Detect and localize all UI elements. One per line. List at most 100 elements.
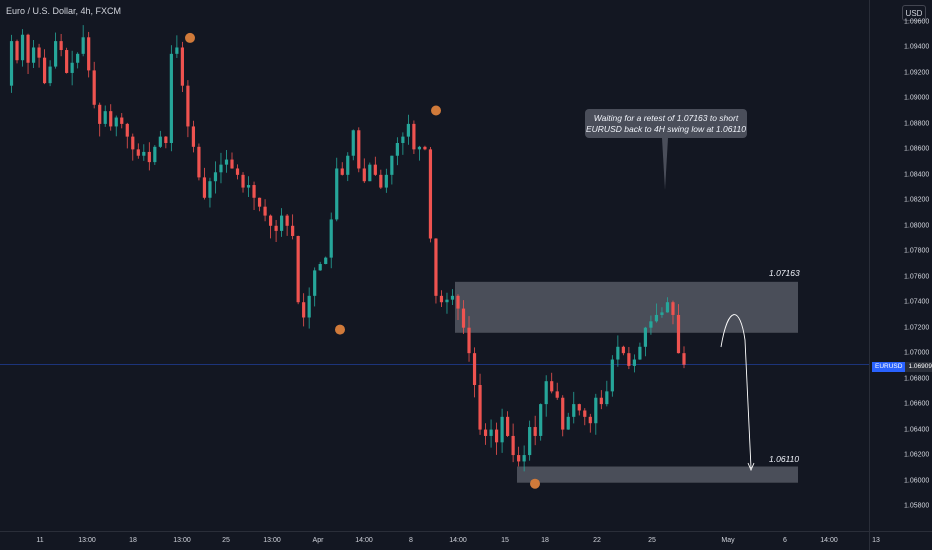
x-tick-label: 8	[409, 537, 413, 544]
x-tick-label: 22	[593, 537, 601, 544]
candle-body	[285, 215, 289, 226]
y-tick-label: 1.08400	[904, 171, 930, 179]
candle-body	[147, 151, 151, 163]
upper-zone-label: 1.07163	[769, 268, 800, 278]
y-tick-label: 1.07600	[904, 273, 930, 281]
price-badge-symbol: EURUSD	[872, 362, 906, 372]
x-tick-label: 14:00	[820, 537, 838, 544]
support-zone	[517, 466, 798, 483]
y-tick-label: 1.08000	[904, 222, 930, 230]
candle-body	[76, 53, 80, 63]
candle-body	[517, 455, 521, 462]
candle-body	[153, 146, 157, 163]
candle-body	[307, 295, 311, 318]
x-tick-label: 14:00	[355, 537, 373, 544]
y-tick-label: 1.08800	[904, 120, 930, 128]
y-tick-label: 1.08200	[904, 196, 930, 204]
candle-body	[120, 117, 124, 124]
candle-body	[48, 66, 52, 84]
x-tick-label: 11	[36, 537, 44, 544]
candle-body	[158, 136, 162, 147]
candle-body	[417, 146, 422, 150]
candle-body	[109, 111, 113, 127]
y-tick-label: 1.09200	[904, 69, 930, 77]
candle-body	[42, 57, 47, 84]
candle-body	[208, 181, 212, 198]
candle-body	[439, 295, 444, 303]
callout-pointer	[662, 138, 668, 190]
y-tick-label: 1.06800	[904, 375, 930, 383]
y-tick-label: 1.06400	[904, 426, 930, 434]
candle-body	[384, 174, 388, 188]
x-tick-label: 18	[541, 537, 549, 544]
x-tick-label: 15	[501, 537, 509, 544]
callout-note[interactable]: Waiting for a retest of 1.07163 to short…	[585, 109, 747, 138]
y-tick-label: 1.07000	[904, 349, 930, 357]
candle-body	[406, 123, 410, 137]
candle-body	[665, 302, 670, 313]
candle-body	[395, 143, 399, 156]
candle-body	[500, 416, 504, 443]
candle-body	[230, 159, 234, 169]
candle-body	[357, 130, 361, 169]
candle-body	[31, 47, 36, 63]
swing-point-marker	[431, 105, 441, 116]
x-tick-label: 25	[648, 537, 656, 544]
candle-body	[103, 111, 107, 124]
candle-body	[599, 397, 603, 405]
candle-body	[65, 50, 69, 73]
candle-body	[467, 327, 471, 354]
x-tick-label: 13:00	[173, 537, 191, 544]
candle-body	[274, 225, 278, 231]
candle-body	[483, 429, 488, 436]
candle-body	[186, 85, 190, 127]
x-tick-label: May	[721, 537, 735, 544]
candle-body	[522, 455, 526, 462]
candle-body	[676, 314, 681, 354]
chart-title: Euro / U.S. Dollar, 4h, FXCM	[6, 6, 122, 16]
candle-body	[224, 159, 229, 165]
candle-body	[450, 295, 455, 300]
currency-button[interactable]: USD	[902, 5, 926, 21]
candle-body	[627, 353, 631, 366]
candle-body	[257, 197, 262, 207]
resistance-zone	[455, 281, 798, 333]
candle-body	[533, 427, 537, 436]
candle-body	[291, 225, 295, 236]
candle-body	[390, 155, 394, 175]
candle-body	[59, 41, 63, 51]
candle-body	[191, 126, 196, 147]
candle-body	[302, 302, 306, 318]
candle-body	[54, 41, 58, 67]
candle-body	[428, 149, 433, 239]
x-tick-label: 14:00	[449, 537, 467, 544]
candle-body	[197, 146, 201, 178]
candle-body	[379, 174, 383, 188]
price-badge-value: 1.06909	[905, 362, 932, 372]
candle-body	[610, 359, 614, 392]
candle-body	[125, 123, 129, 137]
candle-body	[318, 264, 322, 271]
candle-body	[313, 270, 317, 296]
candle-body	[583, 410, 587, 417]
x-tick-label: 13:00	[78, 537, 96, 544]
candle-body	[169, 53, 173, 144]
candle-body	[324, 257, 328, 264]
candle-body	[671, 302, 675, 315]
candle-body	[20, 34, 25, 61]
x-tick-label: Apr	[312, 537, 324, 544]
candle-body	[15, 41, 19, 61]
y-tick-label: 1.05800	[904, 502, 930, 510]
y-tick-label: 1.09600	[904, 18, 930, 26]
y-tick-label: 1.08600	[904, 145, 930, 153]
candle-body	[362, 168, 366, 182]
x-tick-label: 25	[222, 537, 230, 544]
projection-path	[720, 314, 752, 469]
last-price-badge: EURUSD 1.06909	[872, 362, 932, 372]
candle-body	[566, 416, 570, 430]
candle-body	[588, 416, 592, 424]
y-tick-label: 1.06600	[904, 400, 930, 408]
candle-body	[472, 353, 477, 385]
